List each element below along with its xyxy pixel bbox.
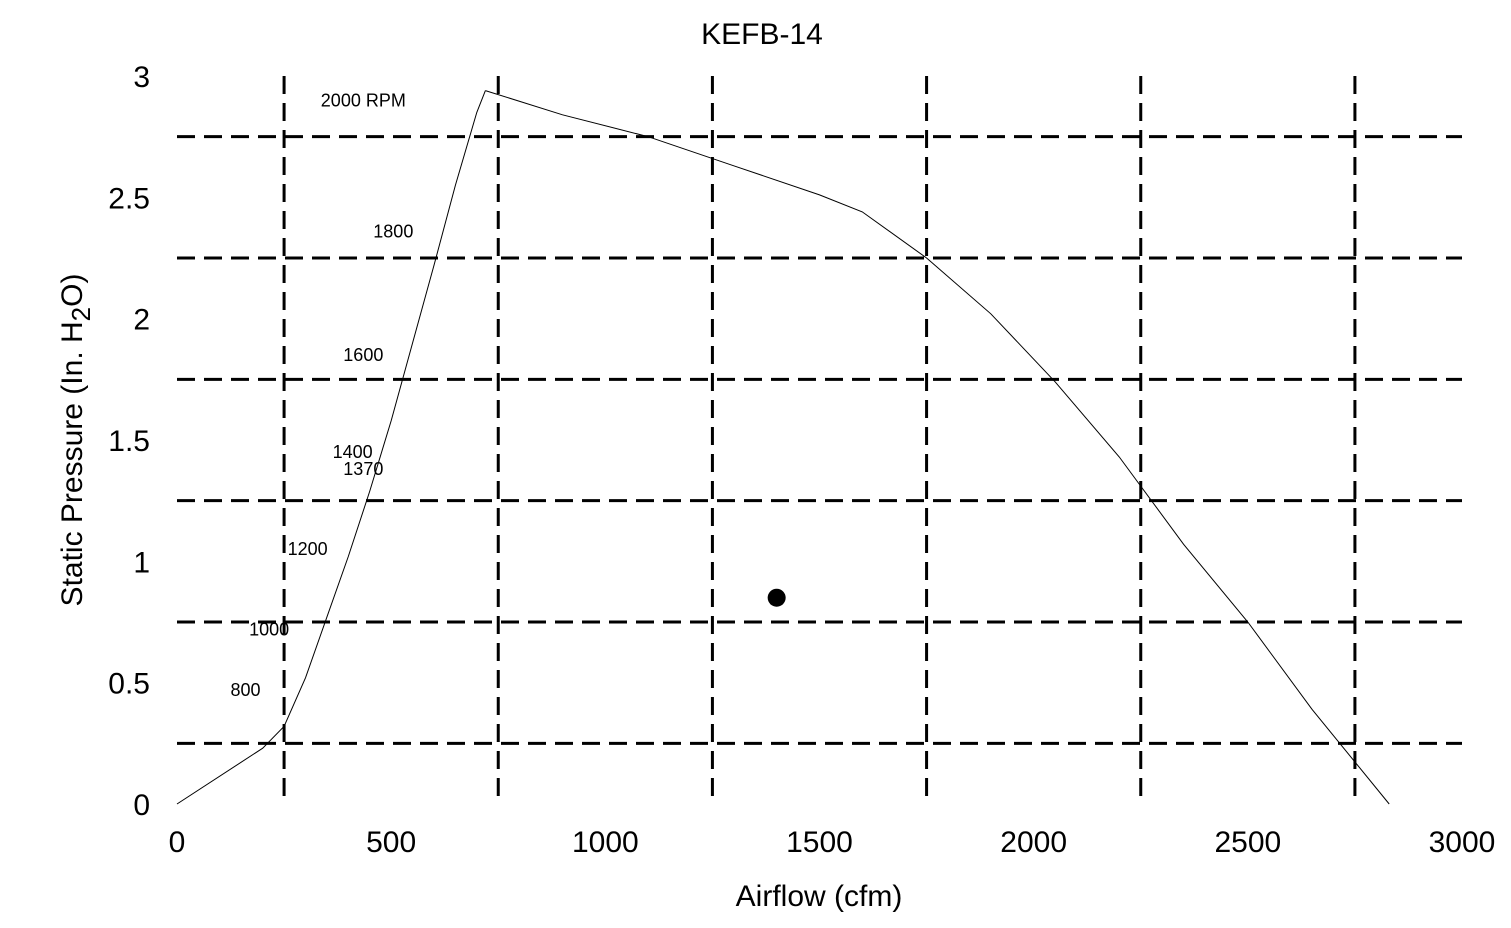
- x-tick-label: 1000: [572, 826, 639, 859]
- y-axis-label: Static Pressure (In. H2O): [56, 274, 96, 607]
- x-tick-label: 1500: [786, 826, 853, 859]
- rpm-label: 1200: [288, 539, 328, 559]
- rpm-label: 1800: [373, 221, 413, 241]
- system-curve: [176, 90, 486, 805]
- rpm-label: 800: [231, 680, 261, 700]
- rpm-label: 2000 RPM: [321, 90, 406, 110]
- y-tick-label: 1: [133, 546, 150, 579]
- rpm-label: 1600: [343, 345, 383, 365]
- x-axis-label: Airflow (cfm): [736, 880, 903, 913]
- rpm-label: 1400: [333, 442, 373, 462]
- rpm-label: 1000: [249, 619, 289, 639]
- rpm-label: 1370: [343, 459, 383, 479]
- y-tick-label: 3: [133, 61, 150, 94]
- y-axis-label-subscript: 2: [66, 307, 96, 321]
- x-tick-label: 500: [366, 826, 416, 859]
- y-axis-label-suffix: O): [56, 274, 89, 307]
- x-axis-ticks: 0 500 1000 1500 2000 2500 3000: [169, 826, 1496, 859]
- chart-title: KEFB-14: [701, 18, 823, 51]
- y-axis-label-prefix: Static Pressure (In. H: [56, 321, 89, 606]
- y-tick-label: 1.5: [108, 425, 150, 458]
- y-tick-label: 2.5: [108, 182, 150, 215]
- fan-curve: [485, 90, 1390, 805]
- operating-point-marker: [767, 588, 786, 607]
- y-tick-label: 0.5: [108, 668, 150, 701]
- x-tick-label: 2500: [1214, 826, 1281, 859]
- x-tick-label: 2000: [1000, 826, 1067, 859]
- y-tick-label: 2: [133, 304, 150, 337]
- y-axis-ticks: 0 0.5 1 1.5 2 2.5 3: [108, 61, 150, 822]
- x-tick-label: 0: [169, 826, 186, 859]
- grid-lines: [177, 76, 1462, 804]
- x-tick-label: 3000: [1429, 826, 1496, 859]
- y-tick-label: 0: [133, 789, 150, 822]
